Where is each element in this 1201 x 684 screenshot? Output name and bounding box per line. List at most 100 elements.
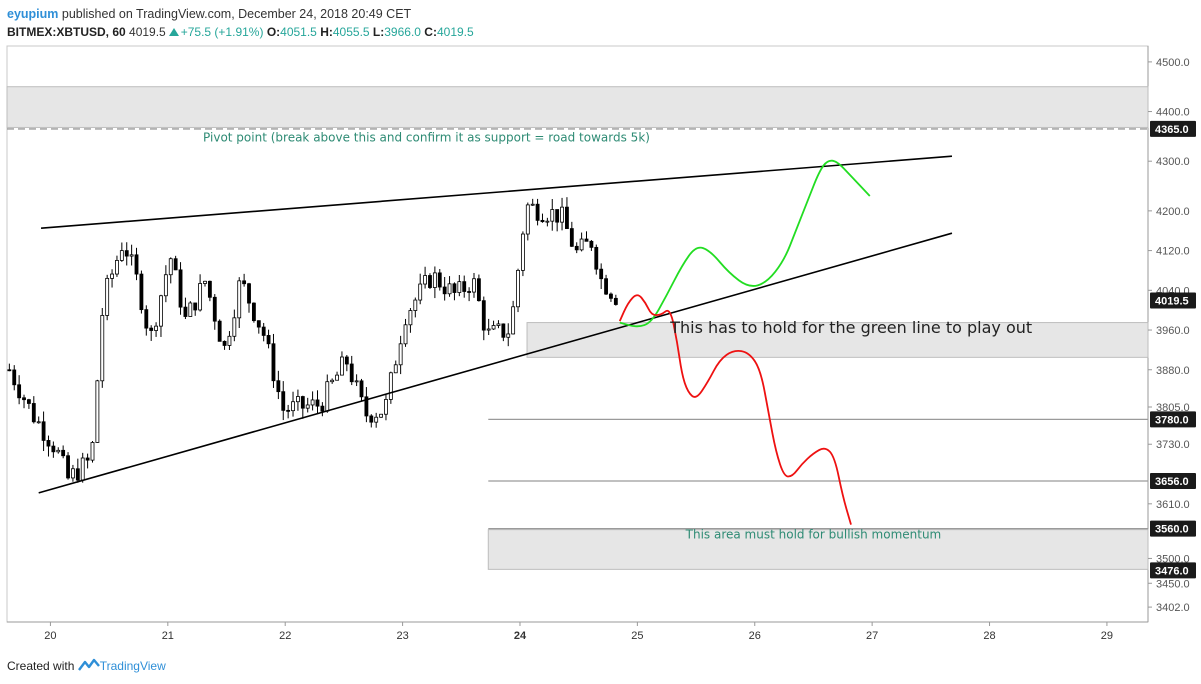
x-tick-label: 23 xyxy=(396,630,408,642)
x-tick-label: 20 xyxy=(44,630,56,642)
y-tick-label: 3730.0 xyxy=(1156,439,1190,451)
footer: Created with TradingView xyxy=(7,658,166,673)
candle-body xyxy=(545,220,550,223)
candle-body xyxy=(613,297,618,305)
candle-body xyxy=(374,416,379,423)
trendline[interactable] xyxy=(38,232,953,494)
candle-body xyxy=(203,280,207,284)
candle-body xyxy=(403,324,408,345)
candle-body xyxy=(354,380,359,383)
candle-body xyxy=(369,415,374,423)
candle-body xyxy=(178,269,183,308)
x-tick-label: 29 xyxy=(1101,630,1113,642)
candle-body xyxy=(413,299,418,311)
publish-info: eyupium published on TradingView.com, De… xyxy=(7,6,1197,22)
price-badge xyxy=(1150,472,1196,489)
low-label: L: xyxy=(372,25,385,39)
candle-body xyxy=(119,250,124,261)
candle-body xyxy=(7,369,12,372)
candle-body xyxy=(61,449,66,457)
candle-body xyxy=(75,468,80,481)
candle-body xyxy=(379,413,383,418)
candle-body xyxy=(183,306,188,317)
price-badge-label: 3560.0 xyxy=(1155,524,1189,536)
candle-body xyxy=(520,233,525,271)
price-badge-label: 3656.0 xyxy=(1155,476,1189,488)
candle-body xyxy=(207,280,212,298)
y-tick-label: 3960.0 xyxy=(1156,325,1190,337)
price-badge xyxy=(1150,292,1196,309)
candle-body xyxy=(579,238,584,251)
x-tick-label: 28 xyxy=(983,630,995,642)
symbol-info: BITMEX:XBTUSD, 60 4019.5 +75.5 (+1.91%) O… xyxy=(7,24,1197,40)
candle-body xyxy=(163,274,168,297)
candle-body xyxy=(110,273,114,279)
candle-body xyxy=(80,457,85,481)
chart-annotation: Pivot point (break above this and confir… xyxy=(203,130,650,144)
y-tick-label: 3402.0 xyxy=(1156,602,1190,614)
candle-body xyxy=(261,326,266,336)
trendline[interactable] xyxy=(40,155,953,230)
candle-body xyxy=(217,320,222,342)
x-tick-label: 26 xyxy=(749,630,761,642)
price-badge xyxy=(1150,120,1196,137)
candle-body xyxy=(276,380,281,393)
candle-body xyxy=(384,399,388,415)
candle-body xyxy=(12,369,17,386)
candle-body xyxy=(149,327,154,331)
candle-body xyxy=(256,320,261,328)
candle-body xyxy=(46,440,51,447)
x-tick-label: 27 xyxy=(866,630,878,642)
candle-body xyxy=(432,272,437,288)
chart-header: eyupium published on TradingView.com, De… xyxy=(7,6,1197,40)
candle-body xyxy=(266,335,271,345)
candle-body xyxy=(457,281,462,293)
x-tick-label: 21 xyxy=(162,630,174,642)
candle-body xyxy=(159,295,163,327)
candle-body xyxy=(476,278,481,302)
y-tick-label: 4400.0 xyxy=(1156,107,1190,119)
candle-body xyxy=(511,306,516,335)
tradingview-brand[interactable]: TradingView xyxy=(99,659,166,673)
y-tick-label: 4500.0 xyxy=(1156,57,1190,69)
candle-body xyxy=(193,302,198,311)
price-badge xyxy=(1150,411,1196,428)
y-tick-label: 4200.0 xyxy=(1156,206,1190,218)
candle-body xyxy=(535,203,540,221)
candle-body xyxy=(501,323,506,338)
candle-body xyxy=(85,457,90,461)
bearish-projection-path[interactable] xyxy=(618,294,852,525)
candle-body xyxy=(481,300,486,331)
price-chart[interactable]: 3402.03450.03500.03610.03730.03805.03880… xyxy=(0,0,1201,650)
zone xyxy=(487,529,1149,570)
zone xyxy=(526,322,1149,358)
price-badge xyxy=(1150,520,1196,537)
candle-body xyxy=(560,206,564,223)
high-value: 4055.5 xyxy=(332,25,370,39)
candle-body xyxy=(129,254,134,257)
candle-body xyxy=(335,374,339,381)
candle-body xyxy=(442,286,447,295)
candle-body xyxy=(574,245,579,251)
symbol-label: BITMEX:XBTUSD, 60 xyxy=(7,25,126,39)
candle-body xyxy=(281,391,286,411)
candle-body xyxy=(525,204,530,235)
candle-body xyxy=(452,283,457,293)
candle-body xyxy=(271,343,276,382)
author-link[interactable]: eyupium xyxy=(7,7,59,21)
candle-body xyxy=(305,404,310,409)
candle-body xyxy=(222,340,227,346)
candle-body xyxy=(300,396,305,409)
candle-body xyxy=(296,396,300,403)
candle-body xyxy=(344,356,349,365)
candle-body xyxy=(340,356,344,376)
price-badge-label: 4365.0 xyxy=(1155,124,1189,136)
price-badge-label: 4019.5 xyxy=(1155,295,1189,307)
open-label: O: xyxy=(266,25,281,39)
candle-body xyxy=(26,399,31,404)
bullish-projection-path[interactable] xyxy=(619,159,871,328)
close-label: C: xyxy=(424,25,437,39)
candle-body xyxy=(144,309,149,329)
candle-body xyxy=(227,335,232,346)
candle-body xyxy=(472,278,476,293)
